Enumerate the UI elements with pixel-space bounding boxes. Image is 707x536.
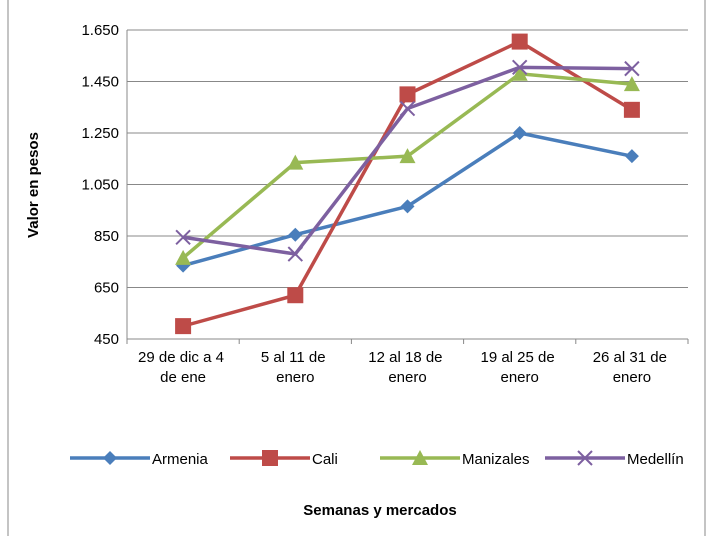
point: [287, 287, 304, 304]
point: [511, 65, 528, 81]
y-tick-label: 450: [94, 331, 119, 348]
legend-label: Cali: [312, 451, 338, 468]
y-tick-label: 1.450: [81, 74, 119, 91]
point: [399, 148, 416, 164]
y-axis-title: Valor en pesos: [25, 132, 42, 238]
point: [624, 149, 639, 164]
y-tick-label: 1.650: [81, 22, 119, 39]
point: [399, 100, 416, 117]
legend-label: Manizales: [462, 451, 530, 468]
point: [287, 154, 304, 170]
legend-marker: [577, 450, 593, 466]
series-line: [182, 39, 633, 328]
x-tick-label: 26 al 31 de enero: [593, 349, 671, 386]
point: [400, 199, 415, 214]
x-tick-label: 19 al 25 de enero: [480, 349, 558, 386]
point: [399, 86, 416, 103]
point: [511, 59, 528, 76]
point: [175, 318, 192, 335]
legend-marker: [412, 450, 428, 465]
point: [287, 246, 304, 262]
point: [623, 76, 640, 92]
y-tick-label: 850: [94, 228, 119, 245]
y-tick-label: 1.050: [81, 177, 119, 194]
x-tick-label: 29 de dic a 4 de ene: [138, 349, 228, 386]
x-tick-label: 5 al 11 de enero: [261, 349, 330, 386]
point: [623, 101, 640, 118]
x-axis-title: Semanas y mercados: [303, 502, 456, 519]
legend-label: Medellín: [627, 451, 684, 468]
legend-marker: [103, 451, 117, 465]
y-tick-label: 1.250: [81, 125, 119, 142]
point: [175, 229, 191, 245]
y-tick-label: 650: [94, 280, 119, 297]
x-tick-label: 12 al 18 de enero: [368, 349, 446, 386]
legend-marker: [262, 450, 278, 466]
legend-label: Armenia: [152, 451, 209, 468]
point: [288, 227, 303, 242]
chart-border: [7, 0, 706, 536]
point: [512, 126, 527, 140]
point: [624, 60, 640, 77]
point: [511, 33, 528, 50]
point: [175, 249, 192, 265]
